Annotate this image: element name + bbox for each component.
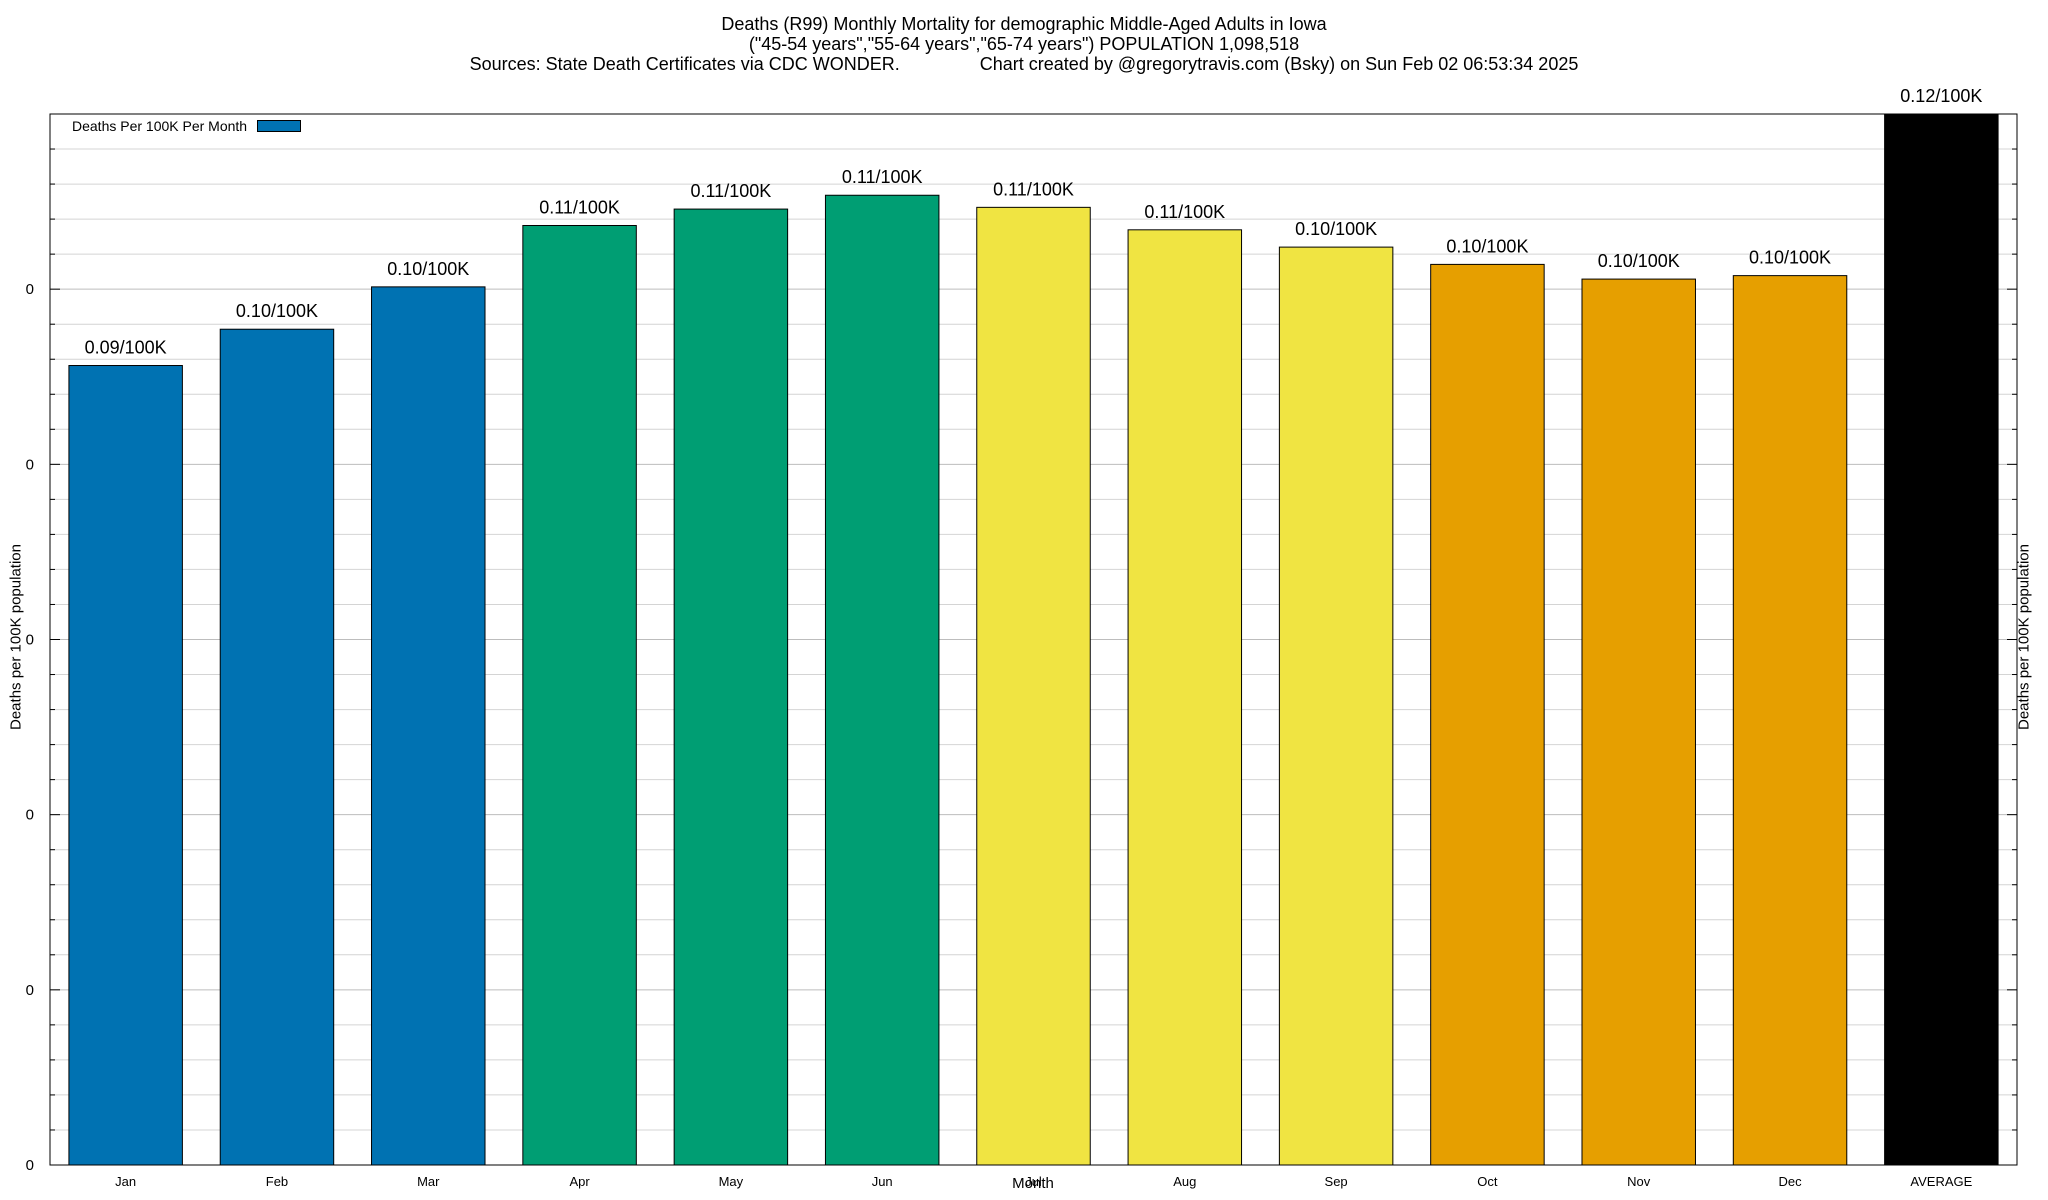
bar-average — [1884, 113, 1999, 1166]
data-label: 0.12/100K — [1900, 86, 1982, 106]
data-label: 0.09/100K — [85, 338, 167, 358]
data-labels: 0.09/100K 0.10/100K 0.10/100K 0.11/100K 0.11… — [85, 86, 1983, 358]
x-tick-label: Jan — [115, 1174, 136, 1189]
bar-jun — [824, 194, 940, 1166]
chart-subtitle: ("45-54 years","55-64 years","65-74 year… — [748, 34, 1300, 54]
x-tick-label: Sep — [1325, 1174, 1348, 1189]
y-tick-labels: 0 0 0 0 0 0 — [26, 281, 34, 1174]
bars — [68, 113, 1999, 1166]
bar-jul — [976, 206, 1091, 1166]
x-tick-label: Apr — [569, 1174, 590, 1189]
bar-sep — [1278, 246, 1394, 1166]
x-tick-label: Dec — [1778, 1174, 1802, 1189]
y-axis-label: Deaths per 100K population — [7, 544, 25, 730]
x-tick-label: Aug — [1173, 1174, 1196, 1189]
data-label: 0.10/100K — [387, 259, 469, 279]
bar-nov — [1581, 278, 1696, 1166]
x-tick-label: Mar — [417, 1174, 440, 1189]
data-label: 0.10/100K — [1749, 248, 1831, 268]
x-tick-label: Jun — [872, 1174, 893, 1189]
bar-feb — [219, 328, 335, 1166]
chart-title: Deaths (R99) Monthly Mortality for demog… — [721, 14, 1327, 34]
bar-aug — [1127, 229, 1243, 1166]
x-tick-label: Feb — [266, 1174, 288, 1189]
bar-dec — [1732, 275, 1848, 1166]
x-tick-label: Oct — [1477, 1174, 1498, 1189]
y-tick-label: 0 — [26, 456, 34, 473]
legend-swatch — [257, 120, 302, 132]
y-tick-label: 0 — [26, 281, 34, 298]
bar-apr — [522, 224, 637, 1166]
data-label: 0.10/100K — [1446, 236, 1528, 256]
x-axis-label: Month — [1012, 1175, 1054, 1192]
data-label: 0.11/100K — [691, 181, 772, 201]
bar-may — [673, 208, 789, 1166]
data-label: 0.11/100K — [993, 179, 1074, 199]
legend-label: Deaths Per 100K Per Month — [72, 118, 248, 134]
plot-frame — [49, 113, 2018, 1166]
y-tick-label: 0 — [26, 632, 34, 649]
x-tick-label: May — [719, 1174, 744, 1189]
bar-mar — [371, 286, 486, 1166]
y-tick-label: 0 — [26, 982, 34, 999]
data-label: 0.10/100K — [236, 301, 318, 321]
x-tick-labels: Jan Feb Mar Apr May Jun Jul Aug Sep Oct Nov Dec AVER… — [115, 1174, 1972, 1189]
legend: Deaths Per 100K Per Month — [72, 118, 302, 134]
data-label: 0.11/100K — [1144, 202, 1225, 222]
chart-source-line: Sources: State Death Certificates via CD… — [469, 54, 1579, 74]
data-label: 0.11/100K — [539, 197, 620, 217]
x-tick-label: AVERAGE — [1910, 1174, 1972, 1189]
x-tick-label: Nov — [1627, 1174, 1651, 1189]
y-axis-label-right: Deaths per 100K population — [2015, 544, 2033, 730]
chart-title-block: Deaths (R99) Monthly Mortality for demog… — [0, 14, 2048, 74]
data-label: 0.11/100K — [842, 167, 923, 187]
bar-jan — [68, 365, 183, 1166]
x-tick-label: Jul — [1025, 1174, 1042, 1189]
data-label: 0.10/100K — [1598, 251, 1680, 271]
y-tick-label: 0 — [26, 807, 34, 824]
y-tick-label: 0 — [26, 1157, 34, 1174]
bar-oct — [1430, 263, 1545, 1166]
data-label: 0.10/100K — [1295, 219, 1377, 239]
